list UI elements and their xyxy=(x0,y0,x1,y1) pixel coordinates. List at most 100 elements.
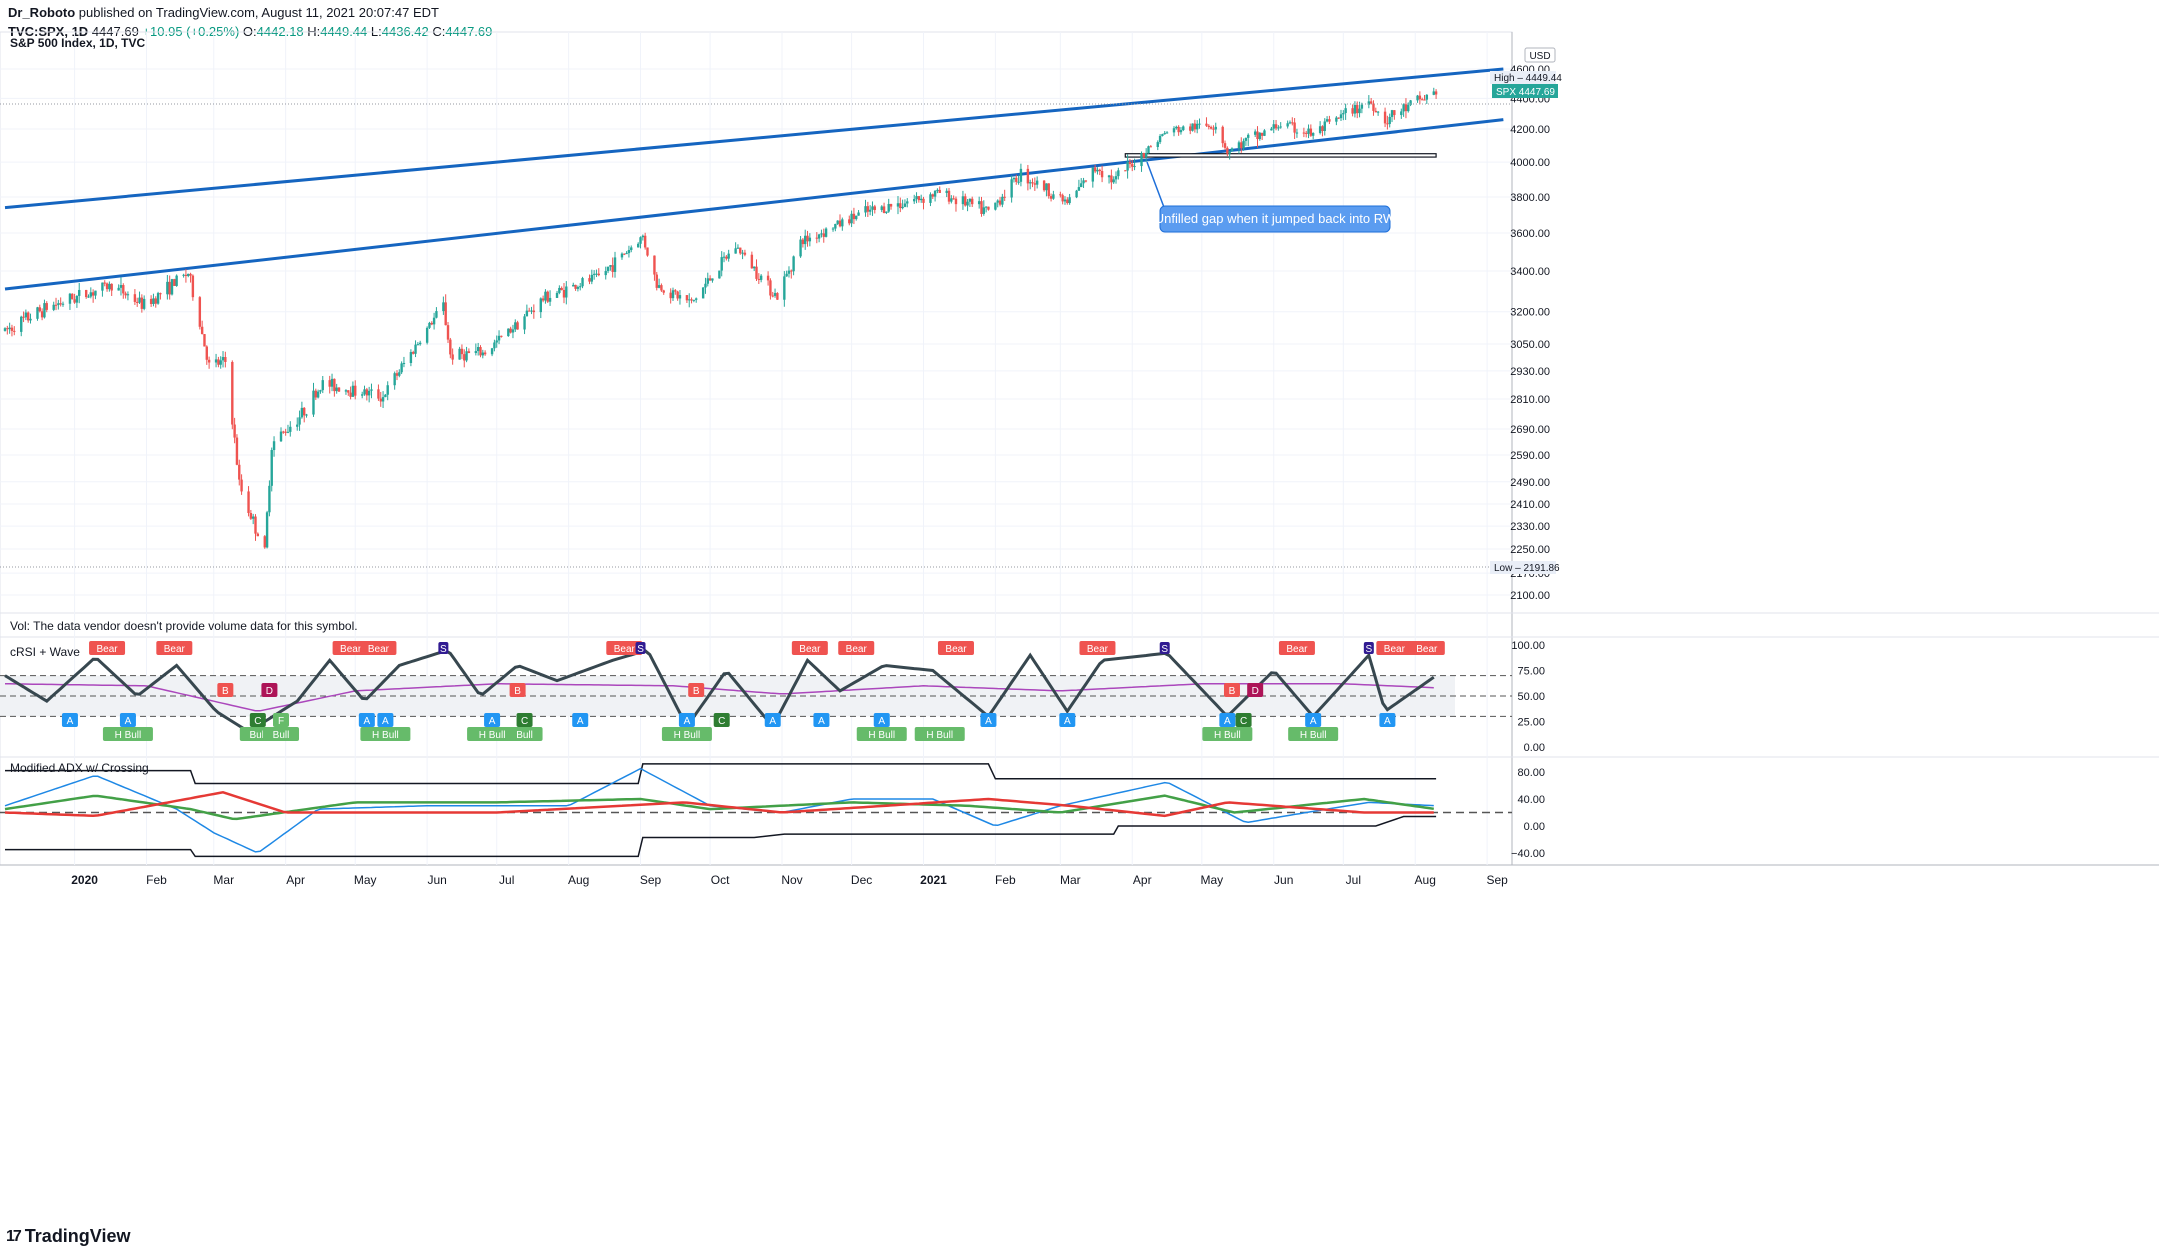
candle-body xyxy=(1063,199,1067,202)
candle-body xyxy=(947,190,951,202)
candle-body xyxy=(704,283,707,288)
candle-body xyxy=(1128,161,1132,165)
candle-body xyxy=(1068,197,1071,204)
candle-body xyxy=(1353,105,1357,114)
signal-label: A xyxy=(577,716,584,727)
signal-label: A xyxy=(67,716,74,727)
candle-body xyxy=(741,252,744,254)
candle-body xyxy=(871,206,874,210)
candle-body xyxy=(864,206,867,213)
candle-body xyxy=(980,201,983,214)
signal-label: B xyxy=(1229,686,1236,697)
candle-body xyxy=(690,299,693,301)
author-name[interactable]: Dr_Roboto xyxy=(8,5,76,20)
candle-body xyxy=(1321,126,1324,131)
adx-lower-bound xyxy=(5,815,1437,858)
candle-body xyxy=(1098,169,1101,172)
signal-label: A xyxy=(1310,716,1317,727)
candle-body xyxy=(511,329,515,333)
candle-body xyxy=(1323,121,1326,131)
x-tick-label: Aug xyxy=(568,873,589,887)
gap-box[interactable] xyxy=(1124,153,1437,158)
candle-body xyxy=(643,235,647,248)
candle-body xyxy=(279,431,283,442)
currency-badge[interactable] xyxy=(1524,47,1556,63)
candle-body xyxy=(458,348,461,360)
candle-body xyxy=(221,357,225,361)
candle-body xyxy=(820,233,823,235)
candle-body xyxy=(1214,126,1217,130)
channel-line-lower[interactable] xyxy=(4,118,1504,291)
candle-body xyxy=(804,235,807,245)
candle-body xyxy=(412,352,415,354)
channel-line-upper[interactable] xyxy=(4,67,1504,210)
signal-badge xyxy=(1247,683,1264,697)
candle-body xyxy=(822,233,825,237)
signal-badge xyxy=(89,641,126,655)
signal-badge xyxy=(661,727,712,741)
candle-body xyxy=(834,223,837,229)
signal-badge xyxy=(467,727,518,741)
candle-body xyxy=(231,361,234,425)
candle-body xyxy=(581,278,584,287)
low-label: Low – 2191.86 xyxy=(1494,563,1560,574)
candle-body xyxy=(734,248,737,254)
signal-badge xyxy=(1219,713,1236,727)
signal-badge xyxy=(438,642,449,654)
candle-body xyxy=(432,317,436,325)
x-tick-label: Nov xyxy=(781,873,802,887)
price-tick-label: 2410.00 xyxy=(1510,499,1550,511)
candle-body xyxy=(1133,166,1136,168)
candle-body xyxy=(998,200,1002,205)
candle-body xyxy=(500,335,503,337)
candle-body xyxy=(1434,91,1438,95)
candle-body xyxy=(1191,123,1194,131)
candle-body xyxy=(850,213,853,224)
candle-body xyxy=(142,298,146,309)
candle-body xyxy=(906,201,909,204)
candle-body xyxy=(1198,123,1201,125)
candle-body xyxy=(523,316,526,330)
candle-body xyxy=(546,291,549,302)
candle-body xyxy=(1161,134,1164,136)
candle-body xyxy=(831,228,835,230)
candle-body xyxy=(152,298,155,305)
candle-body xyxy=(1318,126,1322,133)
signal-label: A xyxy=(985,716,992,727)
candle-body xyxy=(669,292,672,299)
candle-body xyxy=(319,390,322,392)
candle-body xyxy=(409,352,413,363)
di-plus-line xyxy=(4,794,1434,821)
candle-body xyxy=(544,291,547,301)
candle-body xyxy=(303,407,306,416)
candle-body xyxy=(984,206,988,208)
signal-badge xyxy=(1079,641,1116,655)
candle-body xyxy=(363,389,366,395)
candle-body xyxy=(38,307,41,312)
candle-body xyxy=(1420,99,1424,101)
signal-label: Bull xyxy=(249,730,266,741)
candle-body xyxy=(467,351,471,354)
price-tick-label: 3050.00 xyxy=(1510,339,1550,351)
candle-body xyxy=(1374,110,1377,113)
signal-label: H Bull xyxy=(1214,730,1241,741)
candle-body xyxy=(966,201,969,206)
candle-body xyxy=(1302,132,1306,134)
candle-body xyxy=(398,372,401,376)
candle-body xyxy=(1131,164,1134,167)
candle-body xyxy=(444,302,447,326)
callout-box[interactable] xyxy=(1159,205,1391,233)
candle-body xyxy=(808,237,812,242)
tradingview-footer[interactable]: 17 TradingView xyxy=(6,1226,131,1247)
candle-body xyxy=(219,360,222,365)
candles xyxy=(3,87,1438,549)
candle-body xyxy=(1205,123,1208,126)
candle-body xyxy=(198,297,202,327)
signal-label: F xyxy=(278,716,284,727)
price-tick-label: 2590.00 xyxy=(1510,450,1550,462)
signal-label: B xyxy=(222,686,229,697)
signal-label: A xyxy=(1224,716,1231,727)
candle-body xyxy=(105,283,109,290)
candle-body xyxy=(824,228,828,237)
